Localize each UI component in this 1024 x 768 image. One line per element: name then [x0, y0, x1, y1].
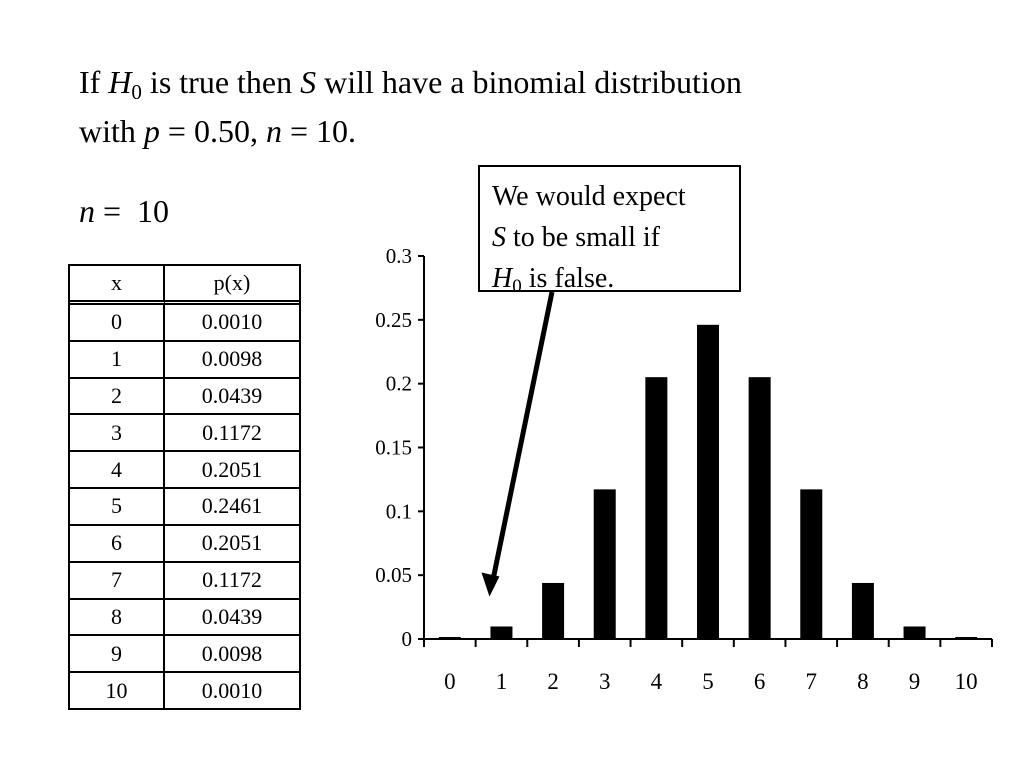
x-tick-label: 9 — [909, 669, 921, 694]
table-cell-px: 0.0439 — [165, 379, 299, 416]
table-row: 10 0.0010 — [70, 673, 299, 708]
slide-heading: If H0 is true then S will have a binomia… — [79, 58, 979, 156]
table-row: 0 0.0010 — [70, 305, 299, 342]
table-row: 1 0.0098 — [70, 341, 299, 379]
n-symbol: n — [79, 193, 95, 229]
table-cell-x: 5 — [70, 489, 165, 526]
callout-box: We would expect S to be small if H0 is f… — [478, 165, 741, 296]
table-cell-px: 0.0098 — [165, 342, 299, 379]
annotation-arrow-shaft — [490, 291, 555, 583]
x-tick-label: 5 — [702, 669, 714, 694]
table-cell-x: 6 — [70, 525, 165, 563]
bar — [490, 626, 513, 639]
x-tick-label: 7 — [806, 669, 818, 694]
bar — [438, 637, 461, 639]
bar — [903, 626, 926, 639]
annotation-arrow-head — [481, 572, 500, 597]
x-tick-label: 0 — [444, 669, 456, 694]
y-tick-label: 0.25 — [375, 308, 412, 332]
x-tick-label: 4 — [651, 669, 663, 694]
bar — [645, 377, 668, 639]
table-header-row: x p(x) — [70, 266, 299, 305]
probability-table: x p(x) 0 0.0010 1 0.0098 2 0.0439 3 0.1172 4… — [68, 264, 301, 710]
heading-n: n — [265, 113, 282, 149]
heading-part5: = 10. — [289, 113, 356, 149]
table-cell-px: 0.0010 — [165, 305, 299, 342]
heading-s: S — [300, 64, 317, 100]
callout-h: H — [492, 263, 513, 294]
heading-h: H — [108, 64, 132, 100]
y-tick-label: 0.05 — [375, 563, 412, 587]
table-cell-px: 0.2461 — [165, 489, 299, 526]
table-row: 9 0.0098 — [70, 636, 299, 674]
y-tick-label: 0.3 — [386, 244, 412, 268]
heading-if: If — [79, 64, 101, 100]
x-tick-label: 1 — [496, 669, 508, 694]
table-cell-x: 0 — [70, 305, 165, 342]
n-value-line: n = 10 — [79, 191, 169, 231]
bar — [542, 582, 565, 639]
table-row: 3 0.1172 — [70, 415, 299, 453]
table-cell-x: 7 — [70, 562, 165, 600]
x-tick-label: 10 — [955, 669, 978, 694]
x-tick-label: 6 — [754, 669, 766, 694]
table-row: 7 0.1172 — [70, 562, 299, 600]
table-header-x: x — [70, 266, 165, 305]
y-tick-label: 0.15 — [375, 436, 412, 460]
table-cell-x: 4 — [70, 452, 165, 490]
callout-line3: is false. — [528, 263, 615, 294]
table-cell-x: 8 — [70, 599, 165, 637]
x-tick-label: 3 — [599, 669, 611, 694]
y-tick-label: 0.1 — [386, 499, 412, 523]
table-cell-x: 9 — [70, 636, 165, 674]
heading-part3: with — [79, 113, 136, 149]
table-row: 8 0.0439 — [70, 599, 299, 637]
heading-p: p — [143, 113, 160, 149]
callout-line2: to be small if — [513, 222, 660, 253]
table-cell-x: 3 — [70, 415, 165, 453]
table-row: 4 0.2051 — [70, 452, 299, 490]
y-tick-label: 0.2 — [386, 372, 412, 396]
bar — [955, 637, 978, 639]
table-row: 5 0.2461 — [70, 489, 299, 526]
callout-s: S — [492, 222, 506, 253]
callout-h-sub: 0 — [512, 276, 522, 297]
table-cell-px: 0.2051 — [165, 526, 299, 563]
table-row: 2 0.0439 — [70, 378, 299, 416]
y-tick-label: 0 — [402, 627, 413, 651]
bar — [593, 489, 616, 639]
heading-h-sub: 0 — [131, 80, 142, 104]
n-value: 10 — [137, 193, 170, 229]
bar — [851, 582, 874, 639]
table-header-px: p(x) — [165, 266, 299, 305]
heading-part2: will have a binomial distribution — [324, 64, 742, 100]
table-cell-px: 0.0098 — [165, 636, 299, 674]
table-cell-px: 0.1172 — [165, 563, 299, 600]
n-equals: = — [103, 193, 122, 229]
table-cell-x: 1 — [70, 341, 165, 379]
table-row: 6 0.2051 — [70, 525, 299, 563]
table-cell-px: 0.0010 — [201, 677, 263, 703]
callout-line1: We would expect — [492, 181, 686, 212]
bar — [748, 377, 771, 639]
table-cell-x: 10 — [70, 673, 165, 708]
table-cell-x: 2 — [70, 378, 165, 416]
heading-part1: is true then — [149, 64, 293, 100]
bar — [697, 324, 719, 639]
table-cell-px: 0.1172 — [165, 415, 299, 453]
table-cell-px: 0.2051 — [165, 452, 299, 490]
bar — [800, 489, 823, 639]
heading-part4: = 0.50, — [167, 113, 258, 149]
table-cell-px: 0.0439 — [165, 600, 299, 637]
x-tick-label: 2 — [547, 669, 559, 694]
x-tick-label: 8 — [857, 669, 869, 694]
